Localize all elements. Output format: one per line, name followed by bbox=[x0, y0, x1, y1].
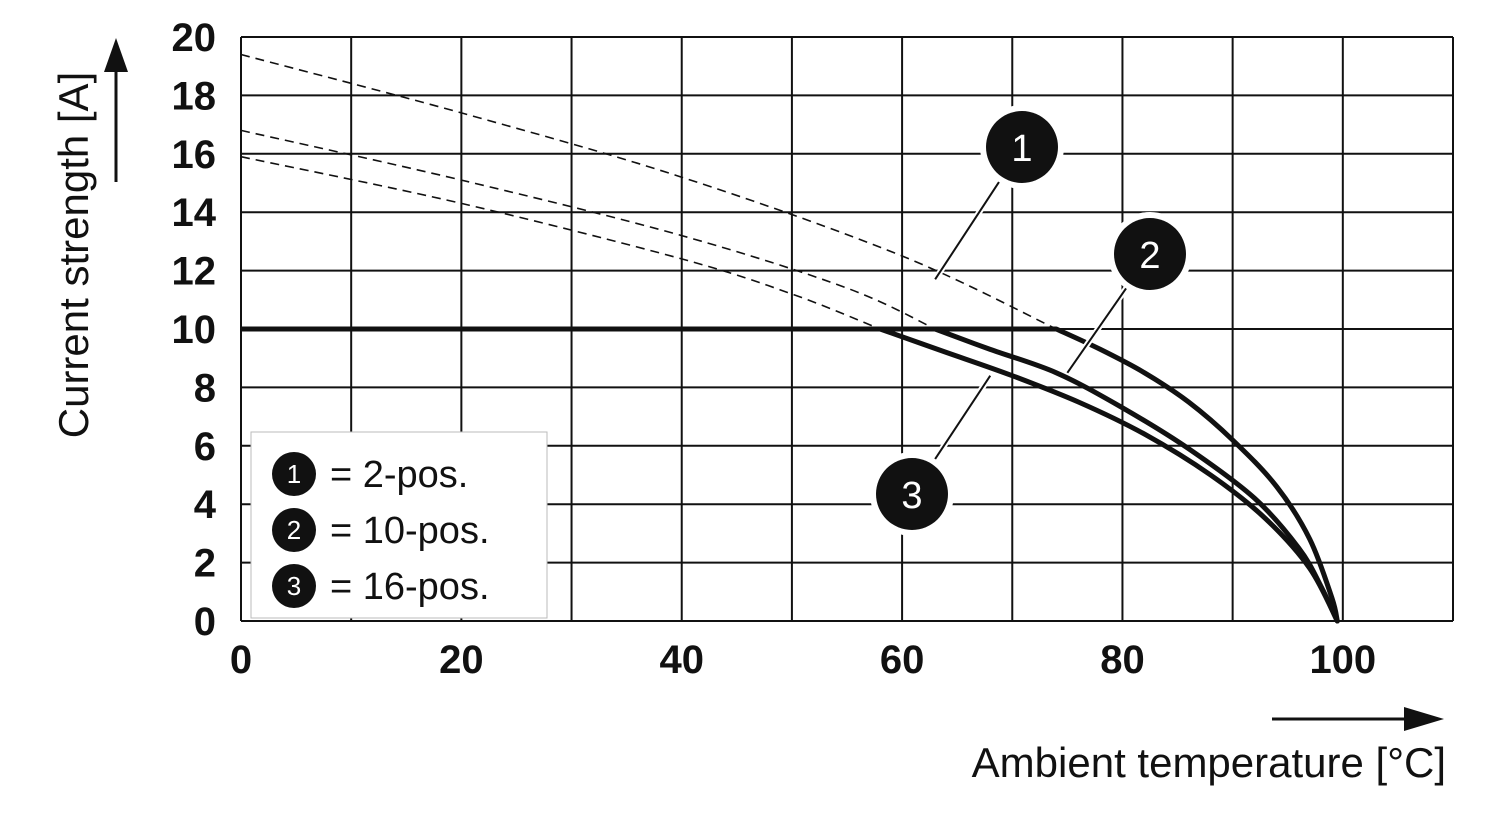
y-axis-label: Current strength [A] bbox=[50, 72, 97, 439]
callout-1-label: 1 bbox=[1011, 128, 1032, 170]
legend-marker-2 bbox=[272, 508, 316, 552]
y-tick-label-16: 16 bbox=[172, 133, 217, 177]
callout-1-badge bbox=[986, 111, 1058, 183]
callout-1-leader bbox=[934, 176, 1004, 280]
y-tick-label-20: 20 bbox=[172, 16, 217, 60]
series-2-derating-line bbox=[932, 326, 1340, 624]
callouts: 1 2 3 bbox=[870, 105, 1192, 536]
legend-marker-1 bbox=[272, 452, 316, 496]
y-tick-label-10: 10 bbox=[172, 308, 217, 352]
curves bbox=[240, 53, 1340, 624]
callout-2-label: 2 bbox=[1139, 235, 1160, 277]
x-tick-label-80: 80 bbox=[1100, 638, 1145, 682]
series-1-dashed-line bbox=[240, 53, 1057, 330]
x-tick-label-20: 20 bbox=[439, 638, 484, 682]
callout-2-leader bbox=[1066, 282, 1131, 374]
callout-3-leader bbox=[931, 375, 992, 465]
y-axis-arrow-head bbox=[104, 38, 128, 72]
legend-entry-3: = 16-pos. bbox=[330, 566, 490, 608]
legend-marker-3-label: 3 bbox=[287, 571, 301, 601]
x-tick-label-100: 100 bbox=[1309, 638, 1376, 682]
callout-3-badge bbox=[876, 458, 948, 530]
x-tick-label-60: 60 bbox=[880, 638, 925, 682]
legend-entry-2: = 10-pos. bbox=[330, 510, 490, 552]
legend-marker-2-label: 2 bbox=[287, 515, 301, 545]
y-tick-label-12: 12 bbox=[172, 250, 217, 294]
legend-entry-1: = 2-pos. bbox=[330, 454, 468, 496]
series-3-derating-line bbox=[877, 326, 1340, 624]
y-tick-label-6: 6 bbox=[194, 425, 216, 469]
series-3-dashed-line bbox=[240, 155, 881, 330]
y-tick-label-0: 0 bbox=[194, 600, 216, 644]
x-axis-label: Ambient temperature [°C] bbox=[972, 739, 1446, 786]
legend-marker-1-label: 1 bbox=[287, 459, 301, 489]
x-axis-arrow-head bbox=[1404, 707, 1444, 731]
y-axis-label-group: Current strength [A] bbox=[50, 38, 128, 438]
x-tick-label-40: 40 bbox=[659, 638, 704, 682]
callout-3-label: 3 bbox=[901, 475, 922, 517]
callout-2-badge bbox=[1114, 218, 1186, 290]
y-tick-label-14: 14 bbox=[172, 191, 217, 235]
x-tick-label-0: 0 bbox=[230, 638, 252, 682]
series-1-derating-line bbox=[1053, 326, 1340, 624]
y-tick-label-18: 18 bbox=[172, 74, 217, 118]
series-2-dashed-line bbox=[240, 129, 936, 330]
x-axis-label-group: Ambient temperature [°C] bbox=[972, 707, 1446, 786]
y-tick-label-4: 4 bbox=[194, 483, 217, 527]
legend-marker-3 bbox=[272, 564, 316, 608]
y-tick-label-2: 2 bbox=[194, 542, 216, 586]
y-tick-label-8: 8 bbox=[194, 366, 216, 410]
legend: 1 = 2-pos. 2 = 10-pos. 3 = 16-pos. bbox=[250, 431, 548, 619]
